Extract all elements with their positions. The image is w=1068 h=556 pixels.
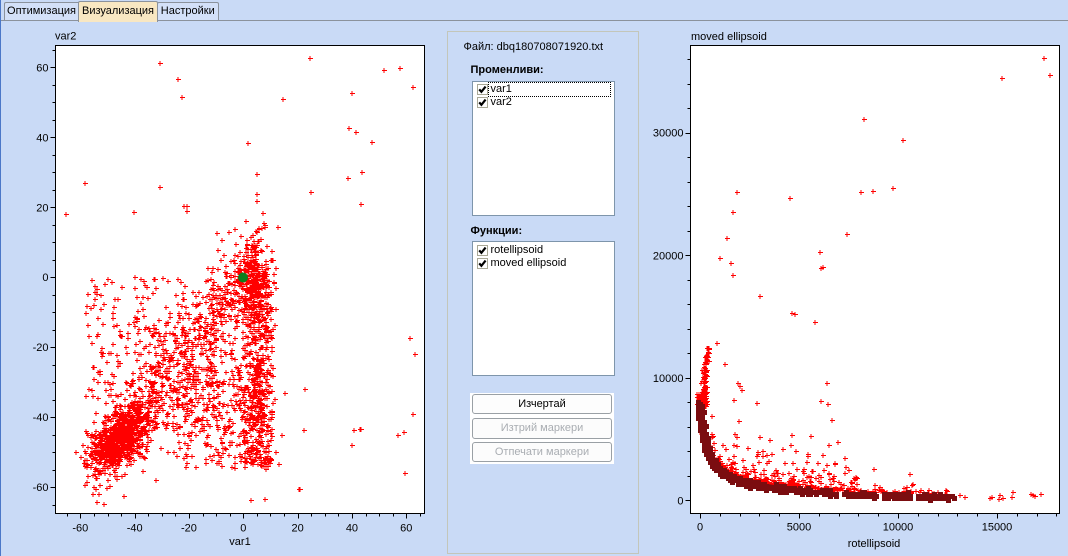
svg-text:-40: -40 (33, 412, 49, 424)
svg-text:40: 40 (36, 132, 48, 144)
svg-text:moved ellipsoid: moved ellipsoid (691, 31, 767, 43)
svg-text:0: 0 (677, 496, 683, 508)
svg-text:30000: 30000 (653, 128, 684, 140)
svg-text:60: 60 (400, 523, 412, 535)
svg-text:20000: 20000 (653, 250, 684, 262)
svg-text:20: 20 (36, 202, 48, 214)
svg-text:0: 0 (240, 523, 246, 535)
svg-text:0: 0 (697, 522, 703, 534)
svg-text:10000: 10000 (653, 373, 684, 385)
svg-text:10000: 10000 (883, 522, 914, 534)
svg-text:-20: -20 (181, 523, 197, 535)
svg-text:-60: -60 (33, 482, 49, 494)
svg-text:0: 0 (42, 272, 48, 284)
svg-text:var1: var1 (229, 536, 250, 548)
svg-text:40: 40 (346, 523, 358, 535)
svg-text:5000: 5000 (787, 522, 811, 534)
svg-text:20: 20 (291, 523, 303, 535)
svg-text:rotellipsoid: rotellipsoid (848, 538, 901, 550)
svg-text:-40: -40 (127, 523, 143, 535)
svg-text:-60: -60 (72, 523, 88, 535)
svg-text:var2: var2 (55, 31, 76, 43)
svg-text:60: 60 (36, 62, 48, 74)
svg-text:15000: 15000 (982, 522, 1013, 534)
svg-text:-20: -20 (33, 342, 49, 354)
